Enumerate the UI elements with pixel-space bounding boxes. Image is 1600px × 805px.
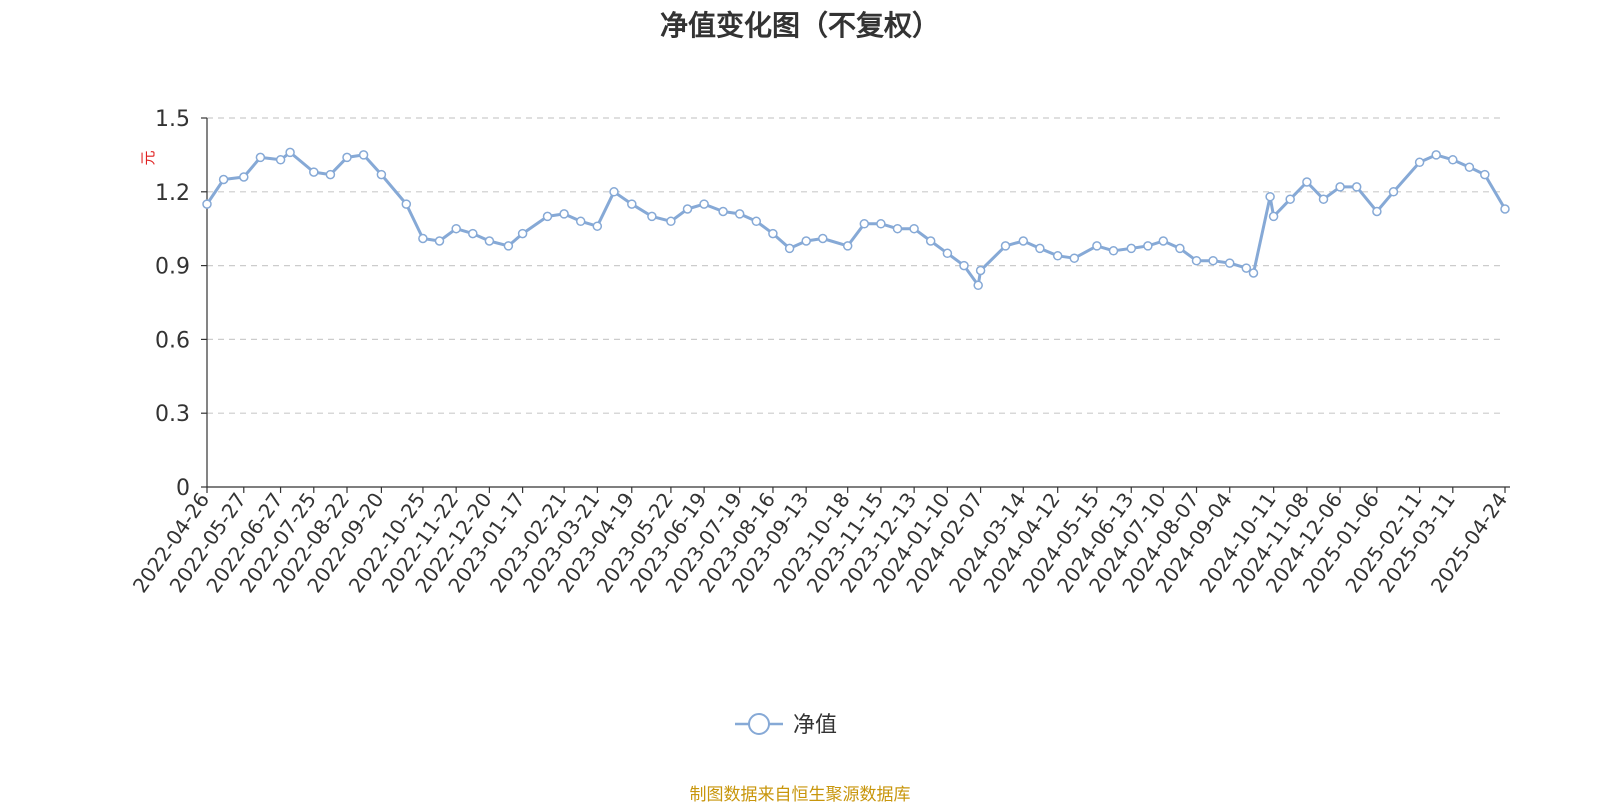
data-point xyxy=(1285,194,1295,204)
data-point xyxy=(666,216,676,227)
data-point xyxy=(503,241,514,251)
data-point xyxy=(1335,182,1345,192)
data-point xyxy=(734,209,745,219)
data-point xyxy=(859,219,870,229)
y-tick-label: 0.6 xyxy=(155,328,190,353)
y-axis-unit: 元 xyxy=(139,150,157,165)
y-tick-label: 0 xyxy=(176,476,190,501)
data-point xyxy=(1431,150,1441,160)
data-point xyxy=(1035,243,1045,254)
data-point xyxy=(1302,177,1312,187)
data-point xyxy=(1158,236,1169,246)
data-point xyxy=(1480,169,1490,180)
data-point xyxy=(925,236,936,246)
data-point xyxy=(1069,253,1080,263)
grid-lines xyxy=(207,117,1500,414)
data-point xyxy=(975,265,986,276)
data-point xyxy=(718,206,728,217)
x-tick-labels: 2022-04-262022-05-272022-06-272022-07-25… xyxy=(128,487,1512,597)
data-point xyxy=(1248,268,1259,278)
series-net-value xyxy=(202,147,1510,291)
data-point xyxy=(699,199,709,209)
data-point xyxy=(1414,157,1425,168)
data-point xyxy=(1500,204,1510,214)
data-point xyxy=(202,199,212,209)
data-point xyxy=(1318,194,1329,204)
data-point xyxy=(1092,241,1102,251)
data-point xyxy=(1143,241,1153,251)
data-point xyxy=(627,199,637,209)
data-point xyxy=(1268,211,1279,222)
data-point xyxy=(218,174,229,185)
data-point xyxy=(358,150,369,160)
data-point xyxy=(559,209,569,219)
chart-title: 净值变化图（不复权） xyxy=(659,9,940,42)
data-point xyxy=(1224,258,1235,268)
data-point xyxy=(275,155,286,165)
data-point xyxy=(434,236,445,246)
y-tick-label: 1.5 xyxy=(155,107,190,132)
data-point xyxy=(325,169,336,180)
data-point xyxy=(1108,246,1119,256)
data-point xyxy=(451,223,461,234)
data-point xyxy=(239,172,249,182)
data-point xyxy=(1351,182,1362,192)
data-point xyxy=(1175,243,1185,254)
data-point xyxy=(892,223,903,234)
data-point xyxy=(647,211,657,222)
data-point xyxy=(959,260,969,271)
axes xyxy=(206,118,1510,488)
data-point xyxy=(609,187,619,197)
data-point xyxy=(942,248,953,259)
data-point xyxy=(1241,263,1252,273)
data-point xyxy=(542,211,553,222)
data-point xyxy=(876,219,886,229)
y-tick-label: 1.2 xyxy=(155,181,190,206)
data-point xyxy=(1208,255,1218,266)
data-point xyxy=(751,216,762,227)
legend-label: 净值 xyxy=(793,713,837,738)
data-point xyxy=(517,228,528,239)
data-point xyxy=(342,152,352,163)
data-point xyxy=(909,223,919,234)
data-point xyxy=(255,152,266,163)
data-point xyxy=(1000,241,1011,251)
data-point xyxy=(575,216,586,227)
legend[interactable]: 净值 xyxy=(735,713,837,738)
data-point xyxy=(1388,187,1399,197)
data-point xyxy=(401,199,412,209)
legend-marker-icon xyxy=(748,713,770,735)
data-point xyxy=(1464,162,1475,172)
data-point xyxy=(801,236,811,246)
y-tick-labels: 0 0.3 0.6 0.9 1.2 1.5 xyxy=(155,107,207,501)
data-point xyxy=(484,236,495,246)
data-point xyxy=(1191,255,1202,266)
data-point xyxy=(973,280,983,291)
data-point xyxy=(285,147,295,158)
data-point xyxy=(1126,243,1137,254)
data-point xyxy=(1265,191,1275,202)
data-point xyxy=(1018,236,1029,246)
data-point xyxy=(1052,251,1063,261)
data-point xyxy=(818,233,828,244)
data-point xyxy=(784,243,795,254)
y-tick-label: 0.3 xyxy=(155,402,190,427)
data-point xyxy=(682,204,693,214)
data-point xyxy=(842,241,853,251)
data-point xyxy=(768,228,778,239)
data-point xyxy=(418,233,428,244)
data-point xyxy=(309,167,319,177)
data-point xyxy=(376,169,387,180)
data-point xyxy=(468,228,478,239)
data-point xyxy=(1372,206,1382,217)
data-point xyxy=(1448,155,1458,165)
y-tick-label: 0.9 xyxy=(155,255,190,280)
data-source-note: 制图数据来自恒生聚源数据库 xyxy=(689,785,911,805)
data-point xyxy=(592,221,603,231)
